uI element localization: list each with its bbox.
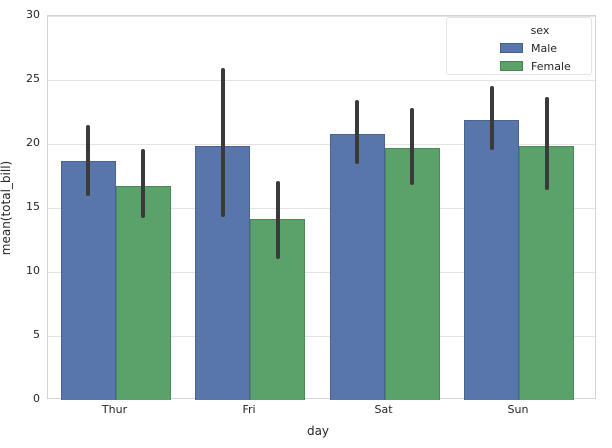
y-tick-label-0: 0 — [33, 392, 40, 405]
y-tick-label-20: 20 — [26, 136, 40, 149]
gridline — [48, 271, 595, 273]
error-bar-sat-female — [410, 108, 414, 185]
y-tick-label-25: 25 — [26, 72, 40, 85]
y-tick-label-5: 5 — [33, 328, 40, 341]
error-bar-thur-female — [141, 149, 145, 219]
legend-swatch-female — [500, 61, 523, 71]
y-tick-label-15: 15 — [26, 200, 40, 213]
x-tick-label-sat: Sat — [374, 403, 393, 416]
legend: sex Male Female — [446, 17, 592, 75]
bar-thur-male — [60, 160, 116, 400]
legend-swatch-male — [500, 43, 523, 53]
gridline — [48, 79, 595, 81]
legend-item-male: Male — [500, 41, 558, 55]
x-tick-label-sun: Sun — [507, 403, 529, 416]
bar-sat-male — [329, 133, 385, 400]
x-axis-label: day — [306, 424, 330, 438]
bar-thur-female — [115, 185, 171, 400]
plot-area — [47, 15, 596, 400]
legend-label-male: Male — [531, 41, 558, 55]
gridline — [48, 335, 595, 337]
legend-title: sex — [530, 24, 550, 37]
error-bar-fri-female — [275, 181, 280, 260]
y-tick-label-10: 10 — [26, 264, 40, 277]
gridline — [48, 207, 595, 209]
gridline — [48, 143, 595, 145]
gridline — [48, 15, 595, 17]
error-bar-sun-male — [489, 86, 494, 151]
y-tick-label-30: 30 — [26, 8, 40, 21]
legend-item-female: Female — [500, 59, 571, 73]
error-bar-sun-female — [544, 96, 549, 191]
error-bar-fri-male — [220, 68, 225, 217]
x-tick-label-thur: Thur — [101, 403, 128, 416]
bar-sun-male — [464, 119, 519, 400]
legend-label-female: Female — [531, 59, 571, 73]
error-bar-thur-male — [86, 124, 90, 197]
x-tick-label-fri: Fri — [242, 403, 256, 416]
bar-sat-female — [384, 148, 440, 400]
error-bar-sat-male — [355, 100, 359, 165]
